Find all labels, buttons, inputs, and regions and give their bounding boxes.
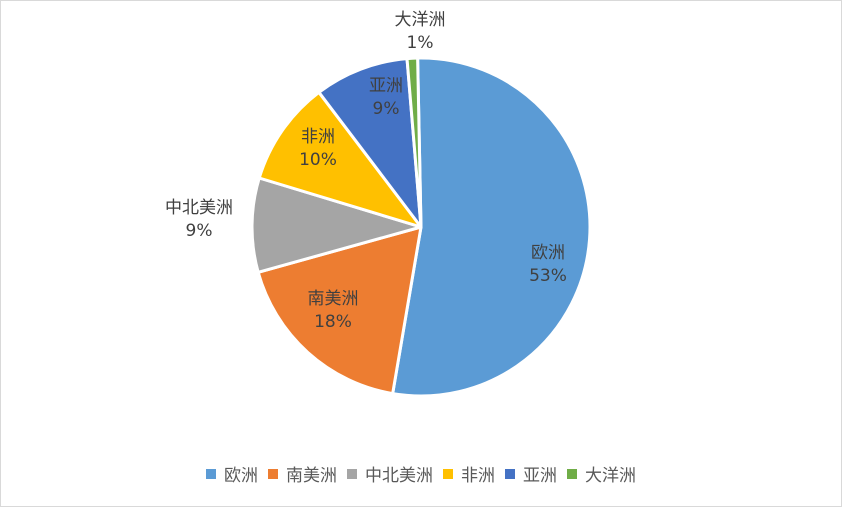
legend-label: 欧洲	[224, 466, 258, 486]
legend-label: 非洲	[461, 466, 495, 486]
pie-slice-4	[317, 57, 423, 229]
data-label-name: 大洋洲	[394, 10, 446, 30]
legend-swatch-icon	[347, 468, 357, 479]
legend-item: 中北美洲	[347, 461, 433, 486]
legend-item: 大洋洲	[567, 461, 636, 486]
pie-slice-5	[405, 56, 423, 229]
data-label-percent: 1%	[406, 33, 434, 53]
data-label-percent: 53%	[529, 266, 567, 286]
legend-label: 南美洲	[286, 466, 337, 486]
legend-swatch-icon	[505, 468, 515, 479]
data-label-name: 欧洲	[530, 243, 565, 263]
data-label-percent: 10%	[299, 150, 337, 170]
legend-label: 大洋洲	[585, 466, 636, 486]
legend-swatch-icon	[206, 468, 216, 479]
legend: 欧洲 南美洲 中北美洲 非洲 亚洲 大洋洲	[0, 461, 842, 486]
data-label: 亚洲 9%	[369, 75, 403, 121]
legend-swatch-icon	[443, 468, 453, 479]
data-label: 大洋洲 1%	[395, 9, 446, 55]
legend-swatch-icon	[268, 468, 278, 479]
legend-item: 亚洲	[505, 461, 557, 486]
pie-slice-1	[256, 225, 423, 396]
legend-label: 中北美洲	[365, 466, 433, 486]
data-label: 非洲 10%	[299, 126, 337, 172]
data-label-name: 非洲	[300, 127, 335, 147]
pie-slice-2	[250, 176, 423, 274]
legend-item: 欧洲	[206, 461, 258, 486]
data-label-name: 南美洲	[307, 289, 359, 309]
data-label-percent: 18%	[314, 312, 352, 332]
data-label: 中北美洲 9%	[165, 197, 233, 243]
legend-item: 非洲	[443, 461, 495, 486]
legend-item: 南美洲	[268, 461, 337, 486]
pie-slice-0	[391, 56, 592, 398]
pie-slice-3	[257, 90, 423, 229]
data-label: 南美洲 18%	[308, 288, 359, 334]
data-label-percent: 9%	[372, 99, 400, 119]
legend-label: 亚洲	[523, 466, 557, 486]
data-label-name: 亚洲	[369, 76, 403, 96]
legend-swatch-icon	[567, 468, 577, 479]
data-label-name: 中北美洲	[165, 198, 233, 218]
data-label-percent: 9%	[185, 221, 213, 241]
data-label: 欧洲 53%	[529, 242, 567, 288]
